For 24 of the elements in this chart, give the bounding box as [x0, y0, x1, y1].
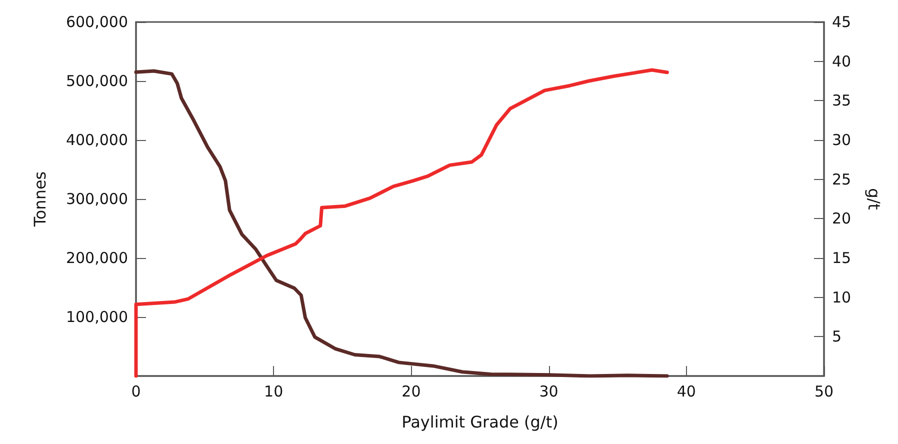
y2-axis-title: g/t — [864, 188, 884, 210]
x-tick-label: 40 — [676, 382, 696, 400]
y2-tick-label: 40 — [832, 52, 852, 70]
y2-tick-label: 20 — [832, 210, 852, 228]
y2-tick-label: 30 — [832, 131, 852, 149]
y-tick-label: 200,000 — [66, 249, 128, 267]
y-tick-label: 500,000 — [66, 72, 128, 90]
y-tick-label: 600,000 — [66, 13, 128, 31]
y-tick-label: 400,000 — [66, 131, 128, 149]
x-tick-label: 50 — [814, 382, 834, 400]
y2-tick-label: 35 — [832, 92, 852, 110]
x-axis-title: Paylimit Grade (g/t) — [402, 412, 558, 432]
y2-tick-label: 45 — [832, 13, 852, 31]
y2-tick-label: 5 — [832, 328, 842, 346]
x-tick-label: 0 — [131, 382, 141, 400]
y-tick-label: 300,000 — [66, 190, 128, 208]
x-tick-label: 20 — [402, 382, 421, 400]
y-axis-title: Tonnes — [30, 171, 50, 228]
y-tick-label: 100,000 — [66, 308, 128, 326]
y2-tick-label: 15 — [832, 249, 852, 267]
y2-tick-label: 25 — [832, 170, 852, 188]
x-tick-label: 30 — [539, 382, 558, 400]
x-tick-label: 10 — [264, 382, 284, 400]
y2-tick-label: 10 — [832, 288, 852, 306]
